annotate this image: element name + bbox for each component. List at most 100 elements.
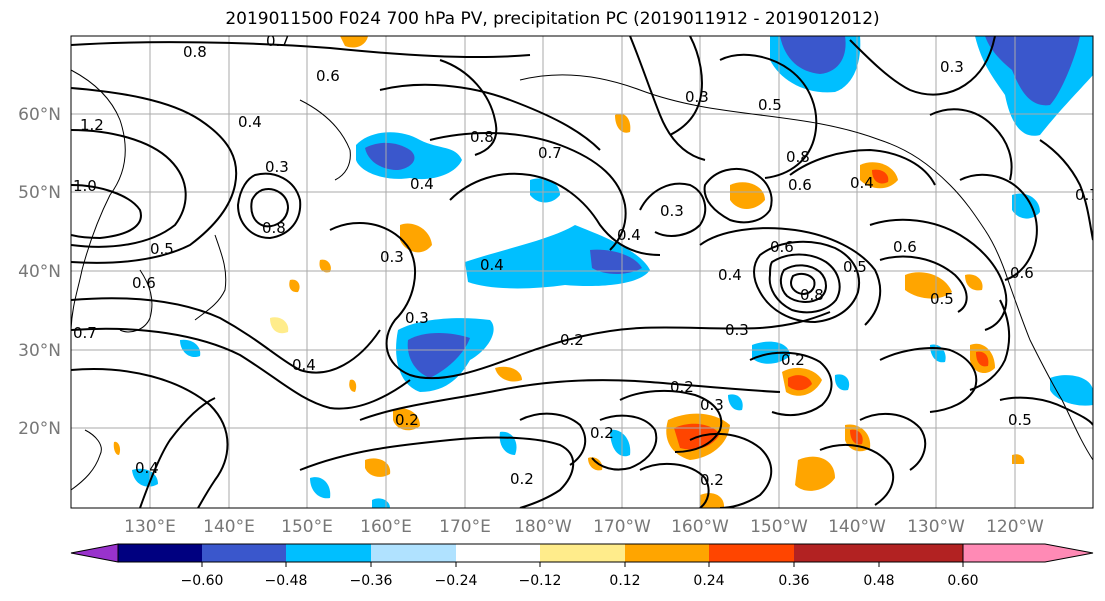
- precip-positive-area: [615, 113, 631, 133]
- pv-contour: [71, 41, 531, 59]
- precip-positive-area: [393, 408, 420, 431]
- pv-contour: [250, 188, 290, 228]
- colorbar-swatch: [456, 544, 540, 562]
- contour-label: 1.2: [80, 116, 104, 134]
- colorbar-swatch: [625, 544, 709, 562]
- contour-label: 0.6: [788, 176, 812, 194]
- precip-negative-area: [985, 36, 1080, 106]
- contour-label: 0.2: [590, 424, 614, 442]
- contour-label: 0.2: [395, 411, 419, 429]
- contour-label: 0.3: [265, 158, 289, 176]
- contour-label: 0.6: [770, 238, 794, 256]
- contour-label: 0.5: [930, 290, 954, 308]
- contour-label: 0.2: [670, 378, 694, 396]
- pv-contour: [669, 36, 703, 136]
- colorbar-tick-label: 0.12: [609, 573, 640, 589]
- contour-label: 0.5: [150, 240, 174, 258]
- contour-label: 0.2: [510, 470, 534, 488]
- precip-positive-area: [700, 493, 725, 508]
- contour-label: 0.4: [850, 174, 874, 192]
- pv-contour: [859, 412, 927, 471]
- colorbar-tick-label: −0.48: [265, 573, 308, 589]
- pv-contour: [749, 351, 833, 417]
- pv-contour: [789, 148, 936, 186]
- precip-negative-area: [407, 333, 470, 378]
- precip-negative-area: [310, 477, 331, 499]
- pv-contour: [719, 53, 818, 179]
- contour-label: 1.0: [73, 177, 97, 195]
- contour-label: 0.7: [538, 144, 562, 162]
- lon-label: 140°W: [828, 517, 886, 537]
- contour-label: 0.8: [786, 148, 810, 166]
- contour-labels: 0.8 0.6 0.7 1.2 1.0 0.4 0.3 0.8 0.5 0.6 …: [73, 32, 1093, 489]
- pv-contour: [969, 299, 1011, 391]
- lon-label: 120°W: [986, 517, 1044, 537]
- colorbar-tick-label: 0.36: [778, 573, 809, 589]
- pv-contour: [959, 173, 1038, 281]
- lon-label: 160°E: [360, 517, 412, 537]
- contour-label: 0.6: [1010, 264, 1034, 282]
- precip-negative-area: [780, 36, 846, 74]
- contour-label: 0.7: [73, 324, 97, 342]
- precip-positive-area: [730, 182, 765, 209]
- lat-label: 40°N: [18, 262, 61, 282]
- precip-negative-area: [132, 468, 158, 487]
- longitude-labels: 130°E 140°E 150°E 160°E 170°E 180°W 170°…: [124, 517, 1044, 537]
- pv-contour: [879, 347, 978, 413]
- precip-positive-area: [270, 317, 289, 334]
- contour-label: 0.6: [132, 274, 156, 292]
- precip-positive-area: [495, 366, 522, 382]
- colorbar-extend-high: [962, 543, 1094, 563]
- pv-contour: [71, 87, 238, 264]
- pv-contour: [71, 184, 142, 240]
- colorbar-tick-label: −0.36: [350, 573, 393, 589]
- contour-label: 0.5: [1008, 411, 1032, 429]
- pv-contours: [71, 36, 1093, 508]
- pv-contour: [379, 83, 601, 151]
- map-frame: [70, 35, 1094, 509]
- colorbar-tick-label: −0.24: [435, 573, 478, 589]
- coastline-asia: [71, 69, 126, 331]
- colorbar: −0.60 −0.48 −0.36 −0.24 −0.12 0.12 0.24 …: [70, 543, 1094, 589]
- pv-contour: [329, 221, 831, 380]
- colorbar-swatch: [709, 544, 794, 562]
- colorbar-swatch: [118, 544, 202, 562]
- coastlines: [71, 69, 1093, 491]
- colorbar-tick-label: −0.60: [181, 573, 224, 589]
- lon-label: 170°W: [593, 517, 651, 537]
- contour-label: 0.4: [135, 459, 159, 477]
- precip-positive-area: [788, 375, 812, 391]
- pv-contour: [779, 264, 827, 303]
- contour-label: 0.4: [617, 226, 641, 244]
- precip-positive-area: [795, 456, 835, 491]
- coastline-alaska: [519, 74, 986, 231]
- contour-label: 0.5: [843, 258, 867, 276]
- colorbar-swatch: [202, 544, 286, 562]
- pv-contour: [439, 59, 498, 156]
- contour-label: 0.7: [266, 32, 290, 50]
- colorbar-swatch: [794, 544, 879, 562]
- contour-label: 0.2: [560, 331, 584, 349]
- contour-label: 0.3: [725, 321, 749, 339]
- colorbar-ticks: [201, 562, 964, 567]
- pv-contour: [449, 172, 661, 256]
- lon-label: 140°E: [203, 517, 255, 537]
- precip-positive-area: [349, 379, 357, 392]
- precip-positive-area: [905, 272, 952, 299]
- pv-contour: [999, 396, 1093, 426]
- precip-positive-area: [340, 36, 368, 48]
- coastline-ne-asia: [71, 429, 102, 491]
- pv-contour: [71, 297, 381, 374]
- contour-label: 0.5: [758, 96, 782, 114]
- precip-positive-area: [850, 429, 863, 445]
- contour-label: 0.8: [262, 219, 286, 237]
- colorbar-swatch: [371, 544, 456, 562]
- contour-label: 0.8: [470, 128, 494, 146]
- pv-contour: [869, 218, 1008, 331]
- precip-negative-area: [728, 394, 743, 411]
- lon-label: 160°W: [671, 517, 729, 537]
- pv-contour: [639, 182, 707, 237]
- pv-contour: [699, 227, 882, 326]
- pv-contour: [639, 462, 710, 508]
- colorbar-swatch: [540, 544, 625, 562]
